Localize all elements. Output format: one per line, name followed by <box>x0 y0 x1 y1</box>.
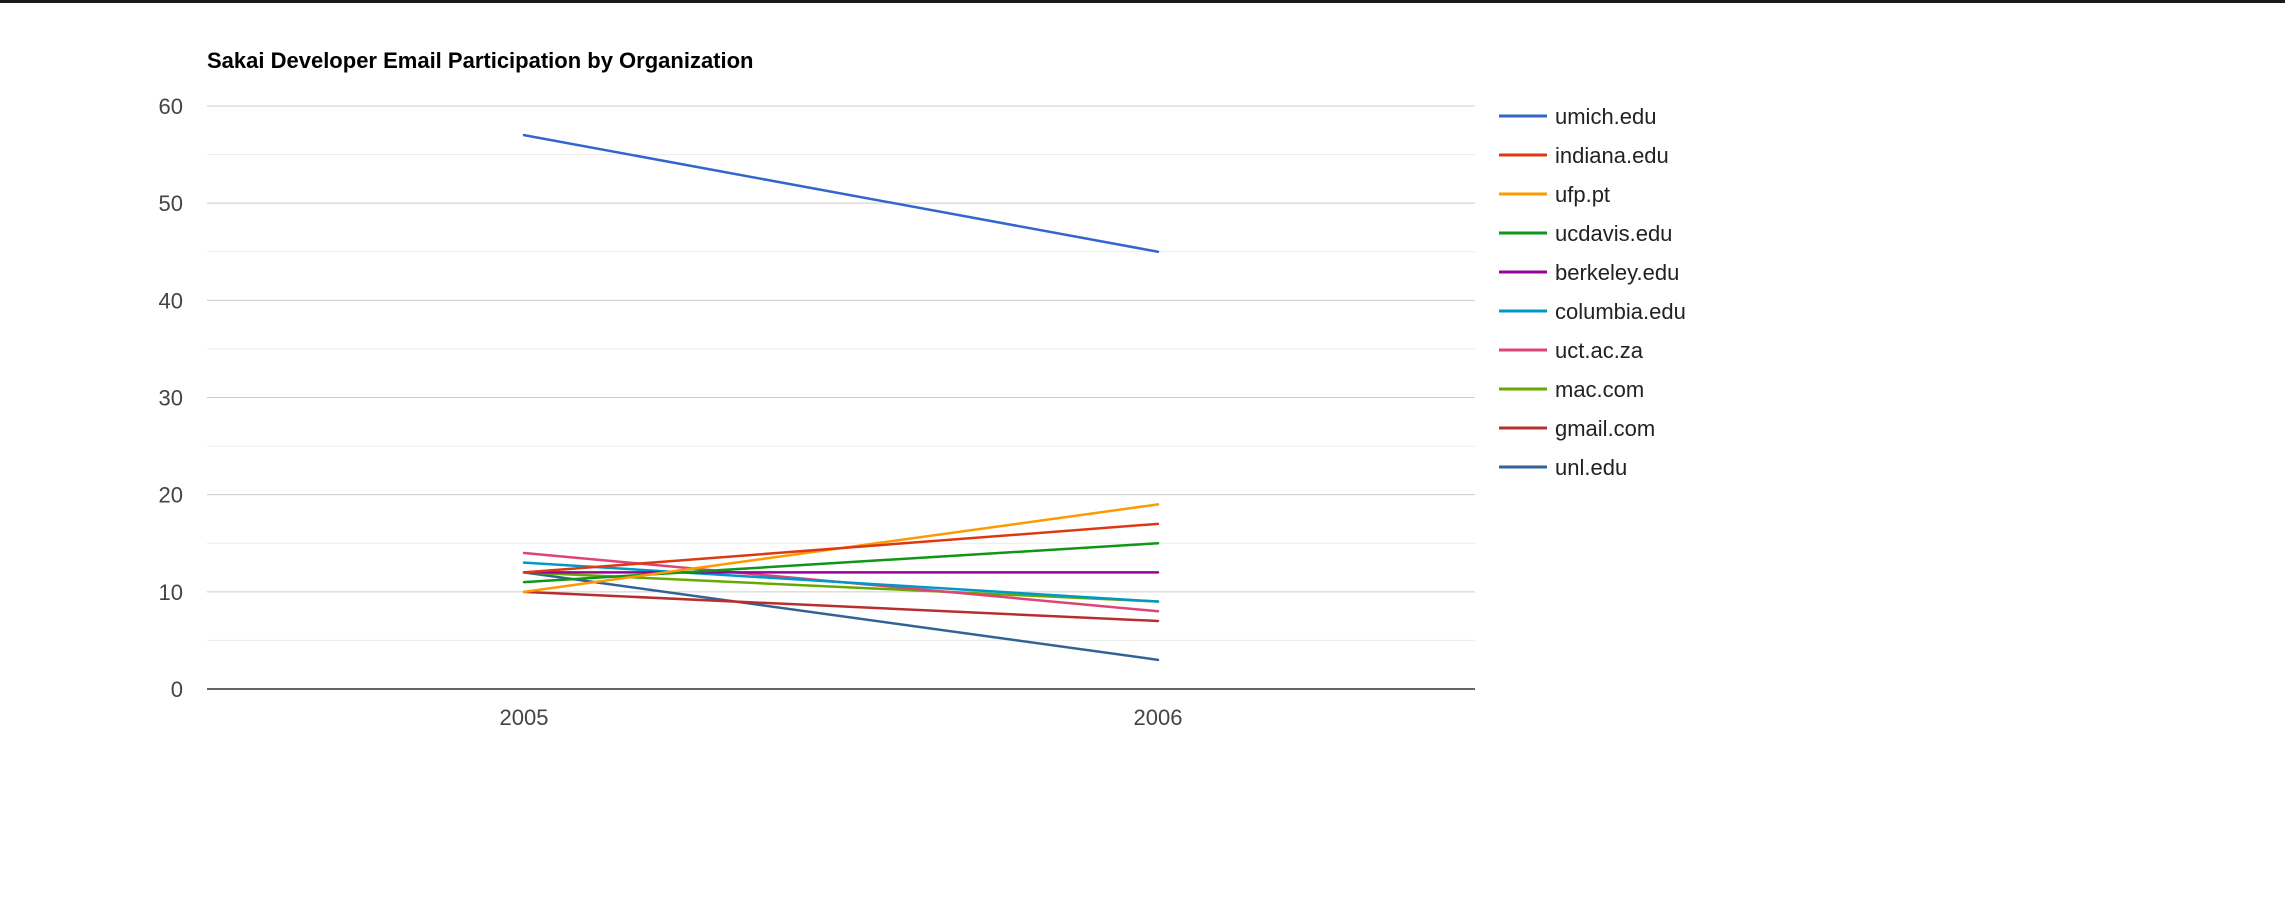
y-tick-label: 30 <box>159 386 183 411</box>
y-tick-label: 60 <box>159 94 183 119</box>
legend-item: columbia.edu <box>1499 299 1686 324</box>
legend-label: mac.com <box>1555 377 1644 402</box>
series-line-unl-edu <box>522 571 1160 662</box>
series-line-columbia-edu <box>522 561 1160 603</box>
legend-item: ufp.pt <box>1499 182 1610 207</box>
y-tick-label: 0 <box>171 677 183 702</box>
y-tick-label: 10 <box>159 580 183 605</box>
legend-label: uct.ac.za <box>1555 338 1644 363</box>
y-tick-label: 20 <box>159 483 183 508</box>
legend-item: ucdavis.edu <box>1499 221 1672 246</box>
y-tick-label: 40 <box>159 288 183 313</box>
legend-label: berkeley.edu <box>1555 260 1679 285</box>
series-lines <box>522 133 1160 662</box>
legend-label: ucdavis.edu <box>1555 221 1672 246</box>
series-line-indiana-edu <box>522 522 1160 574</box>
chart-title: Sakai Developer Email Participation by O… <box>207 48 754 73</box>
x-tick-label: 2005 <box>500 705 549 730</box>
x-axis-tick-labels: 2005 2006 <box>500 705 1183 730</box>
x-tick-label: 2006 <box>1134 705 1183 730</box>
legend-item: gmail.com <box>1499 416 1655 441</box>
legend-item: umich.edu <box>1499 104 1657 129</box>
y-tick-label: 50 <box>159 191 183 216</box>
legend-label: unl.edu <box>1555 455 1627 480</box>
legend-label: gmail.com <box>1555 416 1655 441</box>
legend-label: umich.edu <box>1555 104 1657 129</box>
y-axis-tick-labels: 0 10 20 30 40 50 60 <box>159 94 183 702</box>
legend-item: unl.edu <box>1499 455 1627 480</box>
series-line-gmail-com <box>522 590 1160 623</box>
legend-item: indiana.edu <box>1499 143 1669 168</box>
series-line-umich-edu <box>522 133 1160 253</box>
legend-item: mac.com <box>1499 377 1644 402</box>
legend: umich.edu indiana.edu ufp.pt ucdavis.edu ber… <box>1499 104 1686 480</box>
minor-gridlines <box>207 154 1475 641</box>
legend-item: uct.ac.za <box>1499 338 1644 363</box>
legend-label: columbia.edu <box>1555 299 1686 324</box>
series-line-ucdavis-edu <box>522 542 1160 584</box>
major-gridlines <box>207 105 1475 593</box>
legend-label: ufp.pt <box>1555 182 1610 207</box>
top-border <box>0 0 2285 3</box>
legend-label: indiana.edu <box>1555 143 1669 168</box>
legend-item: berkeley.edu <box>1499 260 1679 285</box>
